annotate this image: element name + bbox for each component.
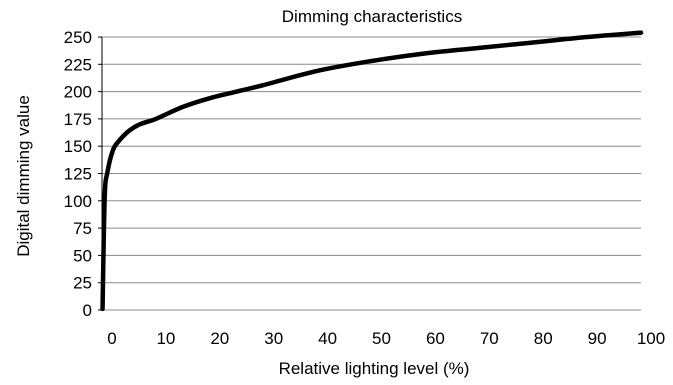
x-tick-label: 30	[264, 329, 283, 348]
y-tick-label: 100	[64, 192, 92, 211]
grid-lines	[102, 36, 641, 284]
y-tick-label: 150	[64, 137, 92, 156]
data-series	[100, 30, 644, 312]
x-tick-label: 70	[480, 329, 499, 348]
y-tick-labels: 0 25 50 75 100 125 150 175 200 225 250	[64, 28, 102, 320]
dimming-curve	[100, 30, 644, 312]
y-tick-label: 0	[83, 301, 92, 320]
x-tick-label: 50	[372, 329, 391, 348]
x-tick-label: 0	[107, 329, 116, 348]
y-tick-label: 125	[64, 165, 92, 184]
x-tick-labels: 0 10 20 30 40 50 60 70 80 90 100	[107, 329, 665, 348]
x-axis-label: Relative lighting level (%)	[279, 359, 470, 378]
y-tick-label: 225	[64, 55, 92, 74]
x-tick-label: 40	[318, 329, 337, 348]
y-tick-label: 250	[64, 28, 92, 47]
x-tick-label: 100	[637, 329, 665, 348]
x-tick-label: 10	[156, 329, 175, 348]
x-tick-label: 60	[426, 329, 445, 348]
y-tick-label: 175	[64, 110, 92, 129]
chart-title: Dimming characteristics	[282, 7, 462, 26]
x-tick-label: 90	[588, 329, 607, 348]
y-tick-label: 25	[73, 274, 92, 293]
x-tick-label: 80	[534, 329, 553, 348]
y-tick-label: 75	[73, 219, 92, 238]
y-tick-label: 50	[73, 246, 92, 265]
y-axis-label: Digital dimming value	[14, 95, 33, 257]
y-tick-label: 200	[64, 83, 92, 102]
x-tick-label: 20	[210, 329, 229, 348]
